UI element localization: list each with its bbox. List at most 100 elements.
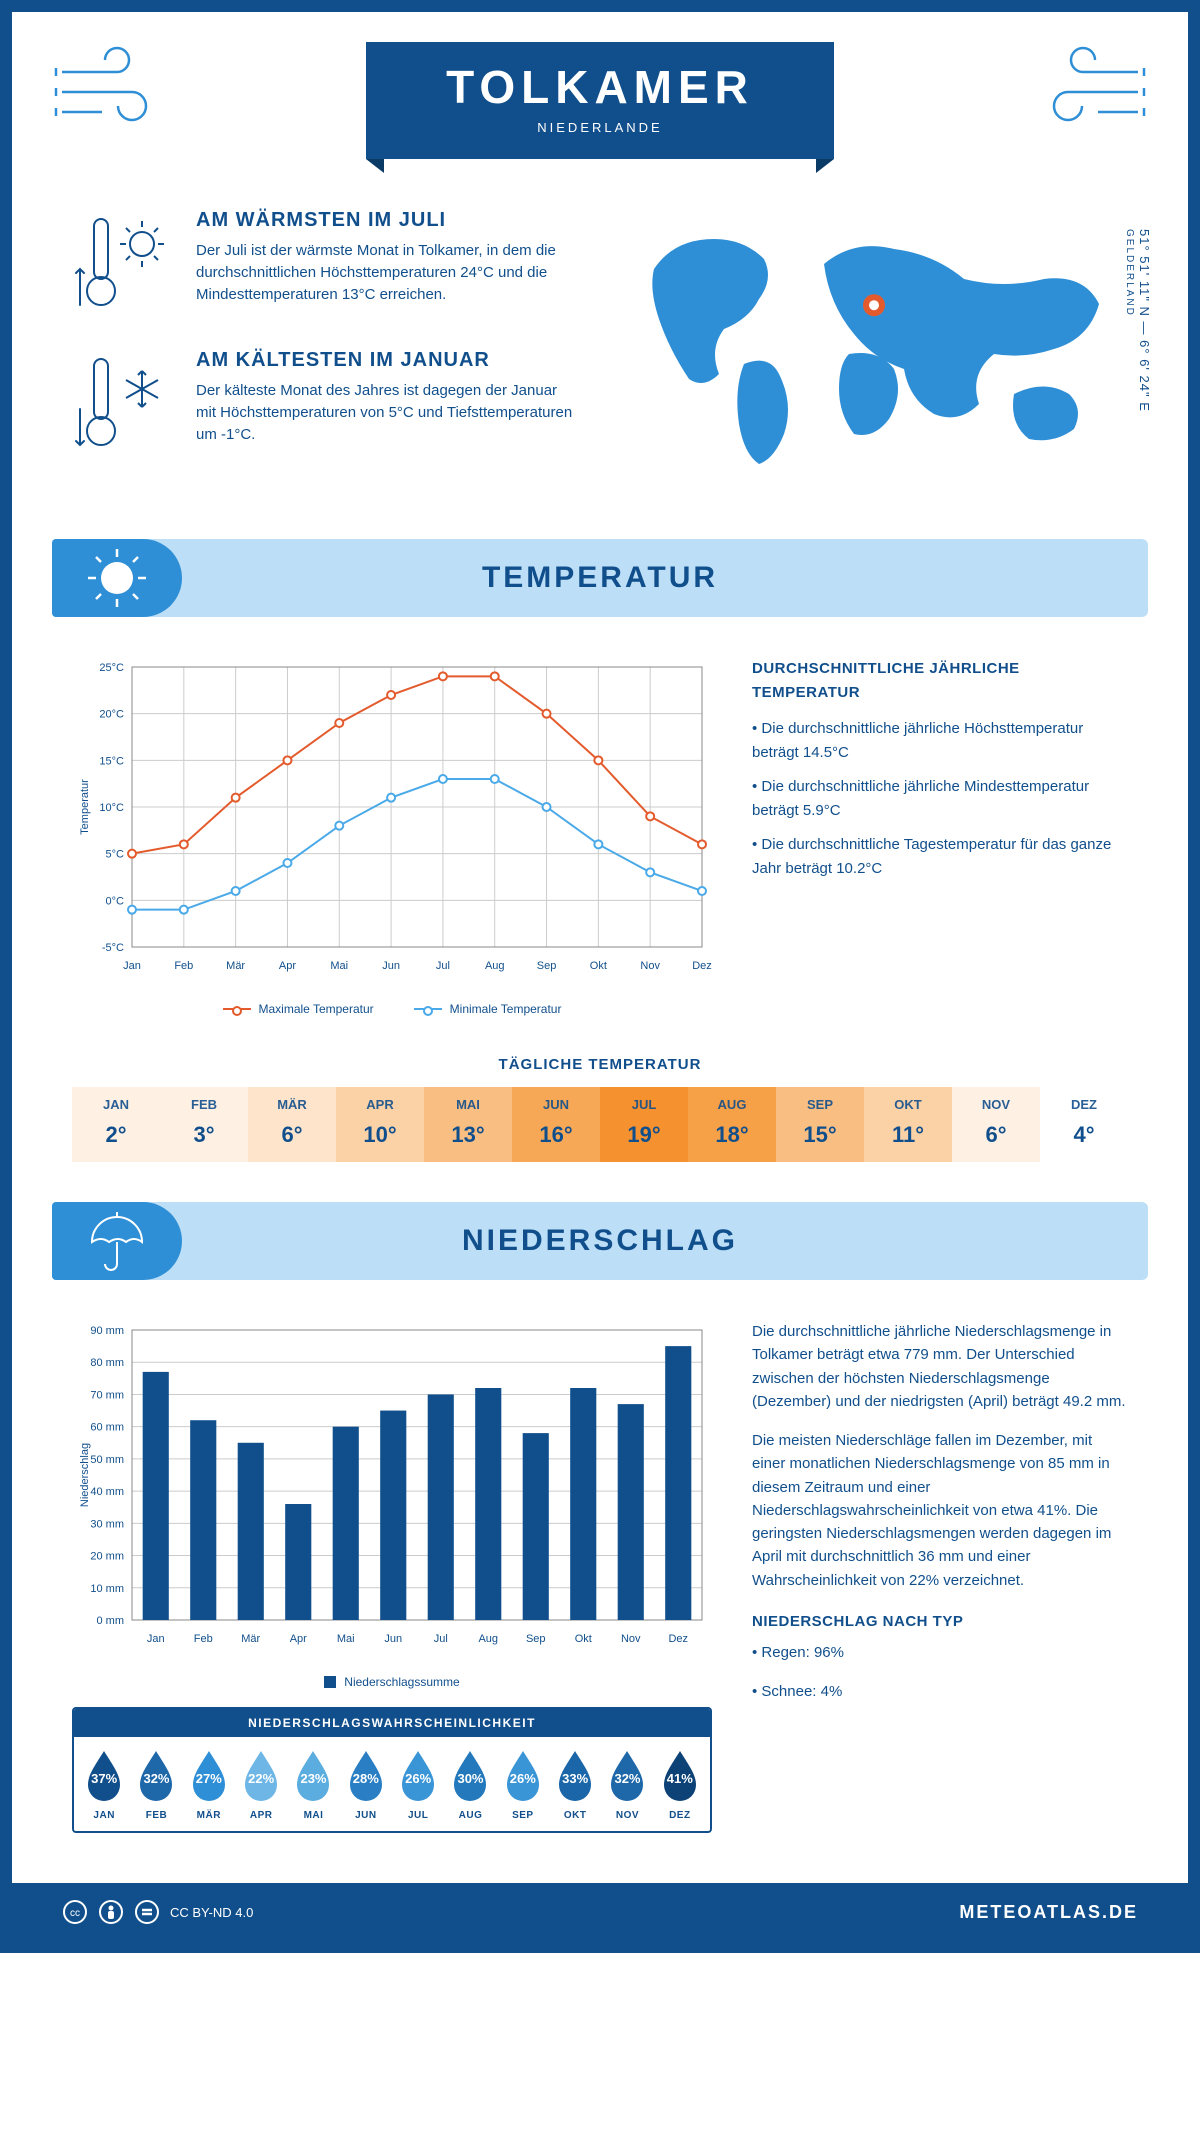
prob-value: 22% bbox=[235, 1771, 287, 1786]
svg-text:Mär: Mär bbox=[241, 1633, 260, 1645]
precipitation-title: NIEDERSCHLAG bbox=[52, 1224, 1148, 1258]
daily-month: OKT bbox=[864, 1097, 952, 1112]
daily-value: 11° bbox=[864, 1122, 952, 1148]
warmest-block: AM WÄRMSTEN IM JULI Der Juli ist der wär… bbox=[72, 209, 580, 319]
daily-cell: MAI 13° bbox=[424, 1087, 512, 1162]
temperature-chart: -5°C0°C5°C10°C15°C20°C25°CJanFebMärAprMa… bbox=[72, 657, 712, 1016]
daily-cell: JUL19° bbox=[600, 1087, 688, 1162]
prob-value: 32% bbox=[130, 1771, 182, 1786]
svg-text:70 mm: 70 mm bbox=[90, 1389, 124, 1401]
country-subtitle: NIEDERLANDE bbox=[446, 120, 754, 135]
svg-text:Dez: Dez bbox=[668, 1633, 688, 1645]
prob-title: NIEDERSCHLAGSWAHRSCHEINLICHKEIT bbox=[74, 1709, 710, 1737]
legend-item: Minimale Temperatur bbox=[414, 1002, 562, 1016]
daily-month: JAN bbox=[72, 1097, 160, 1112]
svg-text:Mär: Mär bbox=[226, 960, 245, 972]
svg-text:cc: cc bbox=[70, 1908, 80, 1919]
precipitation-probability-box: NIEDERSCHLAGSWAHRSCHEINLICHKEIT 37% JAN 32… bbox=[72, 1707, 712, 1833]
daily-month: NOV bbox=[952, 1097, 1040, 1112]
city-title: TOLKAMER bbox=[446, 60, 754, 114]
daily-month: MÄR bbox=[248, 1097, 336, 1112]
coords-text: 51° 51' 11" N — 6° 6' 24" E bbox=[1137, 229, 1152, 412]
prob-value: 32% bbox=[601, 1771, 653, 1786]
daily-month: DEZ bbox=[1040, 1097, 1128, 1112]
svg-text:Mai: Mai bbox=[330, 960, 348, 972]
prob-month: MAI bbox=[287, 1810, 339, 1821]
daily-month: AUG bbox=[688, 1097, 776, 1112]
svg-text:15°C: 15°C bbox=[99, 755, 124, 767]
svg-text:Temperatur: Temperatur bbox=[79, 779, 91, 835]
svg-text:Jul: Jul bbox=[436, 960, 450, 972]
prob-value: 28% bbox=[340, 1771, 392, 1786]
license-block: cc CC BY-ND 4.0 bbox=[62, 1899, 253, 1925]
nd-icon bbox=[134, 1899, 160, 1925]
prob-month: JUL bbox=[392, 1810, 444, 1821]
svg-text:5°C: 5°C bbox=[106, 849, 125, 861]
header: TOLKAMER NIEDERLANDE bbox=[12, 12, 1188, 159]
location-marker-icon bbox=[863, 294, 885, 316]
svg-text:Niederschlag: Niederschlag bbox=[79, 1443, 91, 1507]
warmest-title: AM WÄRMSTEN IM JULI bbox=[196, 209, 580, 232]
probability-drop: 26%SEP bbox=[497, 1747, 549, 1821]
daily-cell: OKT 11° bbox=[864, 1087, 952, 1162]
daily-value: 18° bbox=[688, 1122, 776, 1148]
warmest-text: Der Juli ist der wärmste Monat in Tolkam… bbox=[196, 240, 580, 305]
daily-cell: JUN16° bbox=[512, 1087, 600, 1162]
world-map bbox=[620, 209, 1128, 469]
daily-month: SEP bbox=[776, 1097, 864, 1112]
prob-month: JUN bbox=[340, 1810, 392, 1821]
probability-drop: 33%OKT bbox=[549, 1747, 601, 1821]
legend-item: Maximale Temperatur bbox=[223, 1002, 374, 1016]
probability-drop: 26%JUL bbox=[392, 1747, 444, 1821]
daily-month: JUL bbox=[600, 1097, 688, 1112]
svg-text:Jul: Jul bbox=[434, 1633, 448, 1645]
svg-text:0 mm: 0 mm bbox=[97, 1615, 125, 1627]
daily-temperature-table: JAN2°FEB3°MÄR6°APR10°MAI13°JUN16°JUL19°A… bbox=[72, 1087, 1128, 1162]
svg-text:Apr: Apr bbox=[290, 1633, 307, 1645]
temperature-title: TEMPERATUR bbox=[52, 561, 1148, 595]
daily-value: 15° bbox=[776, 1122, 864, 1148]
probability-drop: 28% JUN bbox=[340, 1747, 392, 1821]
prob-value: 33% bbox=[549, 1771, 601, 1786]
svg-text:Mai: Mai bbox=[337, 1633, 355, 1645]
precip-type-title: NIEDERSCHLAG NACH TYP bbox=[752, 1610, 1128, 1633]
svg-text:60 mm: 60 mm bbox=[90, 1422, 124, 1434]
daily-value: 13° bbox=[424, 1122, 512, 1148]
svg-text:Jun: Jun bbox=[384, 1633, 402, 1645]
svg-text:0°C: 0°C bbox=[106, 895, 125, 907]
svg-text:90 mm: 90 mm bbox=[90, 1325, 124, 1337]
daily-month: MAI bbox=[424, 1097, 512, 1112]
coldest-title: AM KÄLTESTEN IM JANUAR bbox=[196, 349, 580, 372]
svg-text:30 mm: 30 mm bbox=[90, 1518, 124, 1530]
svg-text:50 mm: 50 mm bbox=[90, 1454, 124, 1466]
temperature-banner: TEMPERATUR bbox=[52, 539, 1148, 617]
probability-drop: 23% MAI bbox=[287, 1747, 339, 1821]
prob-value: 37% bbox=[78, 1771, 130, 1786]
temperature-legend: Maximale Temperatur Minimale Temperatur bbox=[72, 1002, 712, 1016]
prob-month: NOV bbox=[601, 1810, 653, 1821]
daily-cell: MÄR6° bbox=[248, 1087, 336, 1162]
daily-value: 3° bbox=[160, 1122, 248, 1148]
precip-legend-label: Niederschlagssumme bbox=[344, 1675, 459, 1689]
prob-value: 41% bbox=[654, 1771, 706, 1786]
title-banner: TOLKAMER NIEDERLANDE bbox=[366, 42, 834, 159]
daily-cell: DEZ4° bbox=[1040, 1087, 1128, 1162]
precipitation-info: Die durchschnittliche jährliche Niedersc… bbox=[752, 1320, 1128, 1833]
prob-month: JAN bbox=[78, 1810, 130, 1821]
svg-text:Jun: Jun bbox=[382, 960, 400, 972]
daily-value: 10° bbox=[336, 1122, 424, 1148]
prob-value: 23% bbox=[287, 1771, 339, 1786]
svg-text:Dez: Dez bbox=[692, 960, 712, 972]
daily-temp-title: TÄGLICHE TEMPERATUR bbox=[12, 1056, 1188, 1073]
precipitation-legend: Niederschlagssumme bbox=[72, 1675, 712, 1689]
svg-text:Okt: Okt bbox=[590, 960, 607, 972]
svg-text:Nov: Nov bbox=[640, 960, 660, 972]
prob-month: MÄR bbox=[183, 1810, 235, 1821]
legend-label: Maximale Temperatur bbox=[259, 1002, 374, 1016]
daily-cell: JAN2° bbox=[72, 1087, 160, 1162]
precip-para2: Die meisten Niederschläge fallen im Deze… bbox=[752, 1429, 1128, 1592]
daily-month: JUN bbox=[512, 1097, 600, 1112]
footer: cc CC BY-ND 4.0 METEOATLAS.DE bbox=[12, 1883, 1188, 1941]
coldest-text: Der kälteste Monat des Jahres ist dagege… bbox=[196, 380, 580, 445]
precipitation-chart: 0 mm10 mm20 mm30 mm40 mm50 mm60 mm70 mm8… bbox=[72, 1320, 712, 1689]
